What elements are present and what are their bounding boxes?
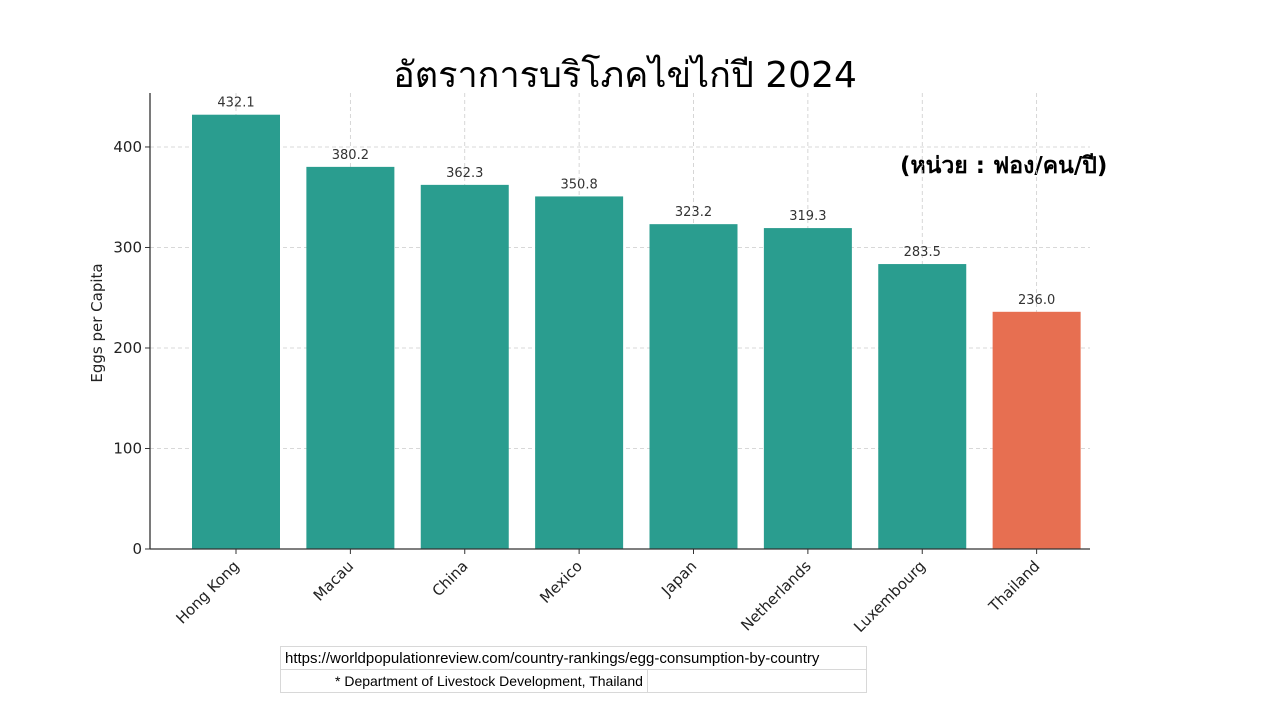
source-note: * Department of Livestock Development, T… bbox=[280, 669, 648, 693]
bar-value-label: 362.3 bbox=[446, 166, 483, 181]
bar-chart: 432.1 380.2 362.3 350.8 323.2 319.3 283.5 236.0… bbox=[88, 93, 1090, 636]
bar bbox=[992, 311, 1081, 549]
y-ticks: 0 100 200 300 400 bbox=[113, 138, 150, 558]
bar bbox=[763, 228, 852, 549]
bar bbox=[649, 224, 738, 549]
bar-value-label: 380.2 bbox=[332, 148, 369, 163]
bar-value-label: 432.1 bbox=[217, 96, 254, 111]
bar bbox=[420, 184, 509, 549]
bar-value-label: 350.8 bbox=[561, 177, 598, 192]
axes bbox=[149, 93, 1090, 550]
bar bbox=[306, 166, 395, 549]
bar bbox=[192, 114, 280, 549]
bar bbox=[535, 196, 624, 550]
empty-cell bbox=[646, 669, 867, 693]
x-tick-label: Japan bbox=[657, 557, 700, 600]
source-row: https://worldpopulationreview.com/countr… bbox=[280, 646, 867, 670]
bar bbox=[878, 264, 967, 549]
source-url[interactable]: https://worldpopulationreview.com/countr… bbox=[280, 646, 867, 670]
bar-value-label: 319.3 bbox=[789, 209, 826, 224]
x-tick-label: China bbox=[429, 557, 472, 600]
x-tick-label: Macau bbox=[310, 557, 357, 604]
bar-value-label: 323.2 bbox=[675, 205, 712, 220]
y-tick-label: 100 bbox=[113, 439, 142, 457]
source-table: https://worldpopulationreview.com/countr… bbox=[280, 646, 867, 693]
x-tick-label: Netherlands bbox=[737, 557, 815, 635]
bar-value-label: 236.0 bbox=[1018, 293, 1055, 308]
x-tick-label: Hong Kong bbox=[172, 557, 242, 627]
x-tick-label: Mexico bbox=[536, 557, 586, 607]
source-row: * Department of Livestock Development, T… bbox=[280, 669, 867, 693]
x-tick-label: Thailand bbox=[984, 557, 1043, 616]
y-tick-label: 200 bbox=[113, 339, 142, 357]
bar-value-label: 283.5 bbox=[904, 245, 941, 260]
x-tick-labels: Hong Kong Macau China Mexico Japan Netherland… bbox=[172, 549, 1043, 636]
bars: 432.1 380.2 362.3 350.8 323.2 319.3 283.5 236.0 bbox=[192, 96, 1081, 550]
x-tick-label: Luxembourg bbox=[850, 557, 929, 636]
chart-title: อัตราการบริโภคไข่ไก่ปี 2024 bbox=[393, 55, 857, 96]
y-tick-label: 0 bbox=[132, 540, 142, 558]
y-axis-title: Eggs per Capita bbox=[88, 263, 106, 382]
y-tick-label: 400 bbox=[113, 138, 142, 156]
y-tick-label: 300 bbox=[113, 238, 142, 256]
unit-note: (หน่วย : ฟอง/คน/ปี) bbox=[900, 153, 1108, 179]
